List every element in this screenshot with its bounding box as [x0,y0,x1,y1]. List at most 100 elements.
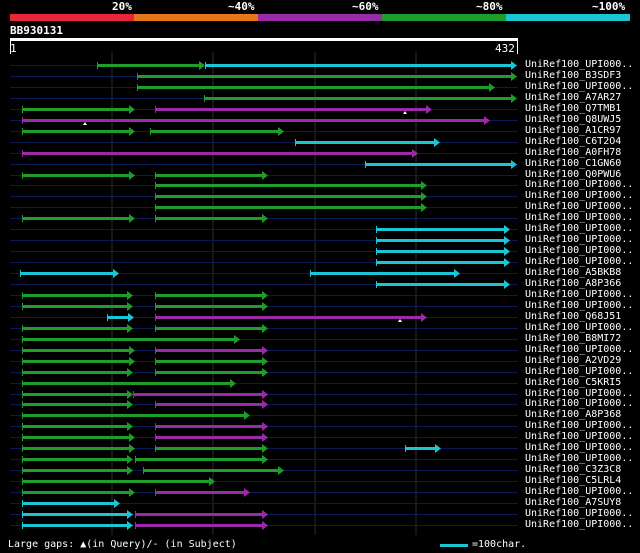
hit-label[interactable]: UniRef100_UPI000.. [525,432,633,442]
hit-label[interactable]: UniRef100_C3Z3C8 [525,465,621,475]
hit-segment[interactable] [22,390,133,399]
hit-segment[interactable] [22,444,135,453]
hit-label[interactable]: UniRef100_Q8UWJ5 [525,115,621,125]
hit-segment[interactable] [22,466,133,475]
hit-label[interactable]: UniRef100_UPI000.. [525,520,633,530]
hit-segment[interactable] [155,214,268,223]
hit-segment[interactable] [137,83,495,92]
hit-label[interactable]: UniRef100_A7SUY8 [525,498,621,508]
hit-segment[interactable] [22,400,133,409]
hit-segment[interactable] [20,269,119,278]
hit-segment[interactable] [107,313,134,322]
hit-label[interactable]: UniRef100_UPI000.. [525,82,633,92]
hit-segment[interactable] [155,171,268,180]
hit-label[interactable]: UniRef100_UPI000.. [525,202,633,212]
hit-segment[interactable] [155,400,268,409]
hit-segment[interactable] [22,411,250,420]
hit-label[interactable]: UniRef100_UPI000.. [525,224,633,234]
hit-segment[interactable] [133,390,268,399]
hit-segment[interactable] [22,499,120,508]
hit-segment[interactable] [155,203,427,212]
hit-label[interactable]: UniRef100_Q68J51 [525,312,621,322]
hit-segment[interactable] [155,181,427,190]
hit-segment[interactable] [22,105,135,114]
hit-segment[interactable] [155,291,268,300]
hit-segment[interactable] [22,433,135,442]
hit-segment[interactable] [22,422,133,431]
hit-segment[interactable] [376,247,510,256]
hit-segment[interactable] [22,171,135,180]
hit-segment[interactable] [22,477,215,486]
hit-segment[interactable] [155,192,427,201]
hit-segment[interactable] [22,324,133,333]
hit-label[interactable]: UniRef100_UPI000.. [525,235,633,245]
hit-segment[interactable] [155,422,268,431]
hit-label[interactable]: UniRef100_A8P368 [525,410,621,420]
hit-label[interactable]: UniRef100_UPI000.. [525,191,633,201]
hit-label[interactable]: UniRef100_B3SDF3 [525,71,621,81]
hit-segment[interactable] [22,510,133,519]
hit-label[interactable]: UniRef100_UPI000.. [525,60,633,70]
hit-segment[interactable] [155,313,427,322]
hit-segment[interactable] [155,488,250,497]
hit-label[interactable]: UniRef100_UPI000.. [525,246,633,256]
hit-segment[interactable] [310,269,460,278]
hit-label[interactable]: UniRef100_UPI000.. [525,323,633,333]
hit-label[interactable]: UniRef100_B8MI72 [525,334,621,344]
hit-segment[interactable] [22,149,418,158]
hit-segment[interactable] [135,521,268,530]
hit-label[interactable]: UniRef100_A1CR97 [525,126,621,136]
hit-segment[interactable] [155,368,268,377]
hit-segment[interactable] [135,455,268,464]
hit-label[interactable]: UniRef100_A2VD29 [525,356,621,366]
hit-segment[interactable] [137,72,517,81]
hit-label[interactable]: UniRef100_UPI000.. [525,509,633,519]
hit-label[interactable]: UniRef100_C6T2O4 [525,137,621,147]
hit-segment[interactable] [22,379,236,388]
hit-label[interactable]: UniRef100_UPI000.. [525,213,633,223]
hit-label[interactable]: UniRef100_UPI000.. [525,421,633,431]
hit-label[interactable]: UniRef100_UPI000.. [525,367,633,377]
hit-segment[interactable] [376,280,510,289]
hit-segment[interactable] [155,346,268,355]
hit-segment[interactable] [405,444,441,453]
hit-label[interactable]: UniRef100_Q7TMB1 [525,104,621,114]
hit-segment[interactable] [376,258,510,267]
hit-label[interactable]: UniRef100_C1GN60 [525,159,621,169]
hit-segment[interactable] [22,127,135,136]
hit-segment[interactable] [22,357,135,366]
hit-segment[interactable] [204,94,517,103]
hit-label[interactable]: UniRef100_UPI000.. [525,487,633,497]
hit-label[interactable]: UniRef100_UPI000.. [525,345,633,355]
hit-segment[interactable] [135,510,268,519]
hit-label[interactable]: UniRef100_A0FH78 [525,148,621,158]
hit-label[interactable]: UniRef100_A8P366 [525,279,621,289]
hit-label[interactable]: UniRef100_UPI000.. [525,290,633,300]
hit-segment[interactable] [155,433,268,442]
hit-label[interactable]: UniRef100_A5BKB8 [525,268,621,278]
hit-segment[interactable] [22,346,135,355]
hit-segment[interactable] [97,61,205,70]
hit-segment[interactable] [295,138,440,147]
hit-label[interactable]: UniRef100_UPI000.. [525,443,633,453]
hit-segment[interactable] [22,488,135,497]
hit-label[interactable]: UniRef100_UPI000.. [525,180,633,190]
hit-segment[interactable] [22,521,133,530]
hit-label[interactable]: UniRef100_C5KRI5 [525,378,621,388]
hit-segment[interactable] [22,335,240,344]
hit-label[interactable]: UniRef100_C5LRL4 [525,476,621,486]
hit-segment[interactable] [155,302,268,311]
hit-label[interactable]: UniRef100_UPI000.. [525,454,633,464]
hit-segment[interactable] [155,444,268,453]
hit-segment[interactable] [155,105,432,114]
hit-segment[interactable] [205,61,517,70]
hit-segment[interactable] [22,116,490,125]
hit-segment[interactable] [22,302,133,311]
hit-label[interactable]: UniRef100_UPI000.. [525,399,633,409]
hit-segment[interactable] [22,368,133,377]
hit-label[interactable]: UniRef100_UPI000.. [525,301,633,311]
hit-segment[interactable] [155,357,268,366]
hit-label[interactable]: UniRef100_A7AR27 [525,93,621,103]
hit-segment[interactable] [22,455,133,464]
hit-segment[interactable] [365,160,517,169]
